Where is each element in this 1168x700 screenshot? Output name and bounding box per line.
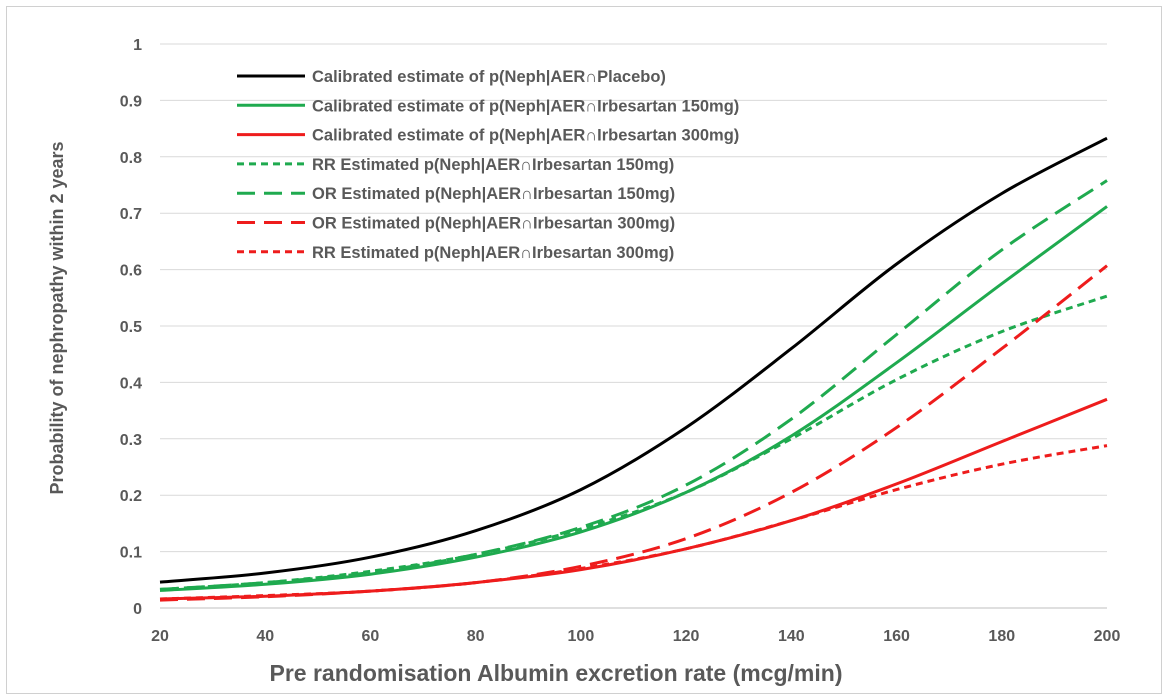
legend-label: Calibrated estimate of p(Neph|AER∩Placeb…	[312, 68, 666, 86]
y-axis-ticks: 0 0.1 0.2 0.3 0.4 0.5 0.6 0.7 0.8 0.9 1	[120, 37, 142, 618]
x-tick-label: 120	[673, 628, 700, 645]
y-tick-label: 0.6	[120, 263, 142, 280]
y-tick-label: 0.7	[120, 206, 142, 223]
legend-label: OR Estimated p(Neph|AER∩Irbesartan 300mg…	[312, 215, 675, 233]
series-line-rr-estimated-p-neph-aer-irbesartan-300mg	[159, 444, 1108, 601]
series-line-rr-estimated-p-neph-aer-irbesartan-150mg	[159, 294, 1108, 591]
x-axis-ticks: 20 40 60 80 100 120 140 160 180 200	[151, 628, 1120, 645]
series-line-calibrated-estimate-of-p-neph-aer-placebo	[159, 136, 1108, 584]
x-tick-label: 100	[568, 628, 595, 645]
x-tick-label: 160	[883, 628, 910, 645]
legend-label: RR Estimated p(Neph|AER∩Irbesartan 150mg…	[312, 156, 674, 174]
y-tick-label: 0.3	[120, 432, 142, 449]
y-tick-label: 0	[133, 601, 142, 618]
legend: Calibrated estimate of p(Neph|AER∩Placeb…	[237, 68, 739, 262]
y-tick-label: 0.4	[120, 375, 142, 392]
x-tick-label: 60	[362, 628, 380, 645]
legend-label: Calibrated estimate of p(Neph|AER∩Irbesa…	[312, 97, 739, 115]
x-tick-label: 20	[151, 628, 169, 645]
legend-label: OR Estimated p(Neph|AER∩Irbesartan 150mg…	[312, 185, 675, 203]
gridlines	[160, 43, 1107, 609]
x-tick-label: 180	[988, 628, 1015, 645]
series-line-or-estimated-p-neph-aer-irbesartan-300mg	[159, 264, 1108, 602]
y-tick-label: 0.2	[120, 488, 142, 505]
series-lines	[159, 136, 1108, 602]
legend-label: RR Estimated p(Neph|AER∩Irbesartan 300mg…	[312, 244, 674, 262]
x-tick-label: 140	[778, 628, 805, 645]
y-axis-title: Probability of nephropathy within 2 year…	[47, 141, 67, 494]
x-tick-label: 200	[1094, 628, 1121, 645]
y-tick-label: 1	[133, 37, 142, 54]
x-tick-label: 80	[467, 628, 485, 645]
y-tick-label: 0.5	[120, 319, 142, 336]
y-tick-label: 0.1	[120, 545, 142, 562]
y-tick-label: 0.9	[120, 93, 142, 110]
legend-label: Calibrated estimate of p(Neph|AER∩Irbesa…	[312, 127, 739, 145]
series-line-calibrated-estimate-of-p-neph-aer-irbesartan-150mg	[159, 205, 1108, 592]
x-tick-label: 40	[256, 628, 274, 645]
x-axis-title: Pre randomisation Albumin excretion rate…	[270, 660, 843, 686]
y-tick-label: 0.8	[120, 150, 142, 167]
series-line-or-estimated-p-neph-aer-irbesartan-150mg	[159, 179, 1108, 591]
